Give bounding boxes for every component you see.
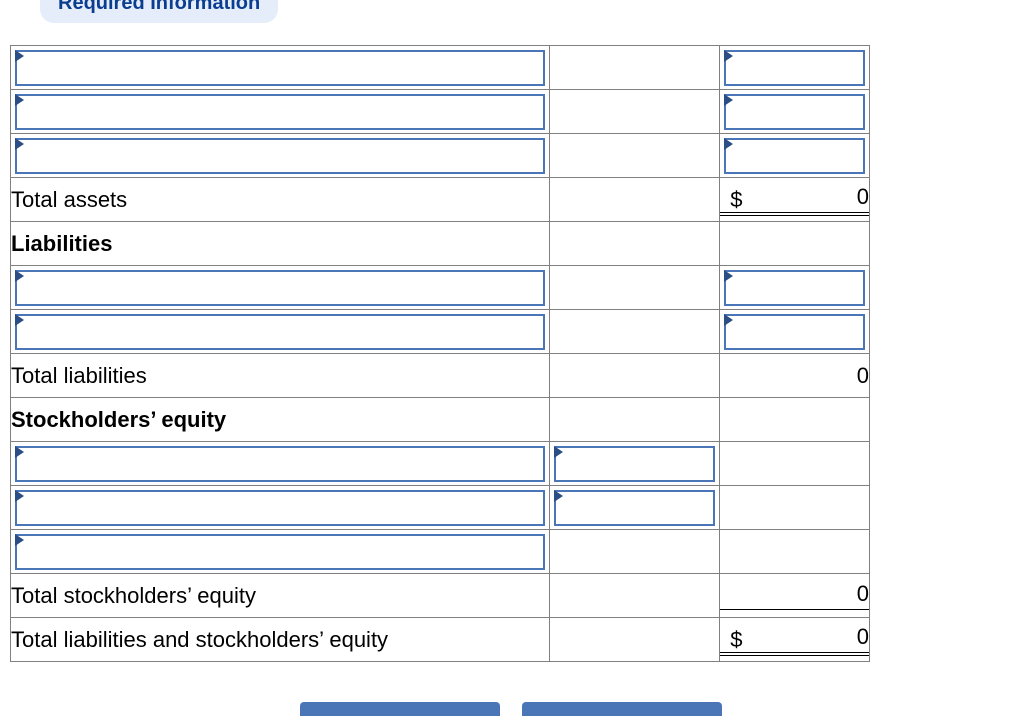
asset-amount-input[interactable] [724,138,865,174]
label-total-liabilities: Total liabilities [11,363,147,388]
label-total-liab-and-se: Total liabilities and stockholders’ equi… [11,627,388,652]
table-row [11,442,870,486]
table-row [11,46,870,90]
asset-account-select[interactable] [15,138,545,174]
chevron-right-icon [554,490,563,502]
chevron-right-icon [724,314,733,326]
currency-symbol: $ [730,187,742,213]
value-total-liab-and-se: 0 [720,624,869,650]
table-row [11,310,870,354]
chevron-right-icon [724,138,733,150]
row-total-stockholders-equity: Total stockholders’ equity 0 [11,574,870,618]
asset-account-select[interactable] [15,50,545,86]
label-liabilities: Liabilities [11,231,112,256]
label-total-stockholders-equity: Total stockholders’ equity [11,583,256,608]
table-row [11,134,870,178]
table-row [11,90,870,134]
chevron-right-icon [724,270,733,282]
equity-account-select[interactable] [15,490,545,526]
chevron-right-icon [15,446,24,458]
asset-amount-input[interactable] [724,94,865,130]
table-row [11,486,870,530]
liability-amount-input[interactable] [724,270,865,306]
table-row [11,530,870,574]
liability-account-select[interactable] [15,270,545,306]
value-total-liabilities: 0 [720,363,869,389]
tab-required-information[interactable]: Required Information [40,0,278,23]
footer-button[interactable] [522,702,722,716]
label-total-assets: Total assets [11,187,127,212]
chevron-right-icon [15,534,24,546]
chevron-right-icon [15,50,24,62]
chevron-right-icon [15,94,24,106]
equity-subamount-input[interactable] [554,490,715,526]
equity-subamount-input[interactable] [554,446,715,482]
value-total-stockholders-equity: 0 [720,581,869,607]
chevron-right-icon [15,270,24,282]
equity-account-select[interactable] [15,534,545,570]
footer-button[interactable] [300,702,500,716]
footer-buttons [0,686,1022,712]
row-total-liabilities: Total liabilities 0 [11,354,870,398]
table-row [11,266,870,310]
asset-account-select[interactable] [15,94,545,130]
balance-sheet-table: Total assets $ 0 Liabilities Total liabi… [10,45,870,662]
chevron-right-icon [554,446,563,458]
chevron-right-icon [15,138,24,150]
row-total-assets: Total assets $ 0 [11,178,870,222]
value-total-assets: 0 [720,184,869,210]
label-stockholders-equity: Stockholders’ equity [11,407,226,432]
row-total-liab-and-se: Total liabilities and stockholders’ equi… [11,618,870,662]
row-liabilities-header: Liabilities [11,222,870,266]
chevron-right-icon [724,94,733,106]
chevron-right-icon [724,50,733,62]
row-stockholders-header: Stockholders’ equity [11,398,870,442]
chevron-right-icon [15,314,24,326]
liability-account-select[interactable] [15,314,545,350]
liability-amount-input[interactable] [724,314,865,350]
chevron-right-icon [15,490,24,502]
equity-account-select[interactable] [15,446,545,482]
tab-bar: Required Information [0,0,1022,45]
currency-symbol: $ [730,627,742,653]
asset-amount-input[interactable] [724,50,865,86]
